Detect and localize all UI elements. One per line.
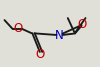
Text: O: O: [78, 18, 87, 31]
Text: O: O: [13, 22, 22, 35]
Text: N: N: [55, 29, 64, 42]
Text: O: O: [36, 48, 45, 61]
